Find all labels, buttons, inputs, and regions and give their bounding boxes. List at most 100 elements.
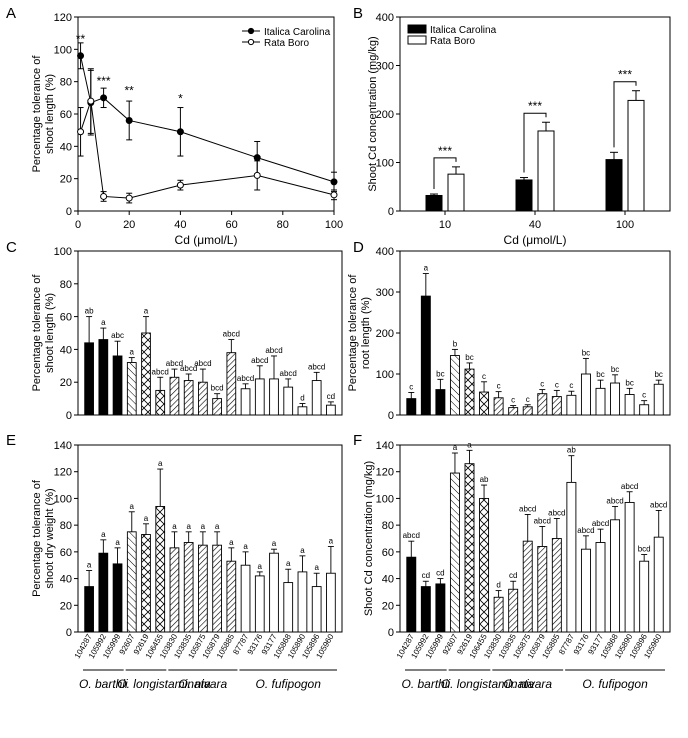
e-plot-frame bbox=[77, 444, 343, 633]
f-bar bbox=[449, 472, 460, 633]
d-bar bbox=[537, 393, 548, 416]
b-y-tick-label: 100 bbox=[376, 158, 394, 170]
c-bar bbox=[326, 404, 336, 416]
f-significance-letter: a bbox=[453, 443, 458, 452]
a-y-tick-label: 100 bbox=[54, 44, 72, 56]
d-y-tick-label: 100 bbox=[376, 369, 394, 381]
f-y-tick-label: 100 bbox=[376, 493, 394, 505]
f-bar bbox=[653, 536, 664, 633]
c-significance-letter: abc bbox=[111, 331, 124, 340]
d-bar bbox=[479, 391, 490, 416]
c-significance-letter: abcd bbox=[223, 330, 240, 339]
b-y-tick-label: 200 bbox=[376, 109, 394, 121]
d-bar bbox=[639, 404, 650, 416]
d-y-tick-label: 0 bbox=[388, 410, 394, 422]
f-significance-letter: cd bbox=[436, 569, 444, 578]
d-significance-letter: c bbox=[642, 391, 646, 400]
b-x-tick-label: 100 bbox=[616, 219, 634, 231]
c-significance-letter: a bbox=[144, 307, 149, 316]
d-bar bbox=[406, 398, 417, 416]
a-y-tick-label: 0 bbox=[66, 206, 72, 218]
c-bar bbox=[141, 332, 151, 416]
d-significance-letter: c bbox=[569, 381, 573, 390]
d-significance-letter: c bbox=[497, 382, 501, 391]
e-bar bbox=[212, 544, 222, 633]
f-bar bbox=[580, 548, 591, 633]
d-bar bbox=[551, 396, 562, 416]
e-y-tick-label: 120 bbox=[54, 467, 72, 479]
d-bar bbox=[464, 368, 475, 416]
f-species-label: O. fufipogon bbox=[582, 677, 648, 691]
d-bar bbox=[566, 394, 577, 416]
d-bar bbox=[508, 407, 519, 416]
c-significance-letter: a bbox=[130, 348, 135, 357]
a-x-axis-label: Cd (μmol/L) bbox=[175, 233, 238, 247]
c-bar bbox=[212, 398, 222, 416]
f-significance-letter: abcd bbox=[592, 519, 609, 528]
c-y-tick-label: 80 bbox=[60, 279, 72, 291]
f-bar bbox=[639, 560, 650, 633]
a-y-tick-label: 20 bbox=[60, 174, 72, 186]
f-bar bbox=[406, 556, 417, 633]
c-plot-frame bbox=[77, 250, 343, 416]
d-bar bbox=[435, 389, 446, 416]
d-significance-letter: c bbox=[555, 380, 559, 389]
d-significance-letter: c bbox=[511, 396, 515, 405]
f-significance-letter: abcd bbox=[548, 508, 565, 517]
a-significance-mark: * bbox=[178, 92, 183, 106]
panel-letter-f: F bbox=[353, 432, 362, 449]
a-y-tick-label: 60 bbox=[60, 109, 72, 121]
c-y-tick-label: 40 bbox=[60, 344, 72, 356]
e-significance-letter: a bbox=[144, 514, 149, 523]
b-y-axis-label: Shoot Cd concentration (mg/kg) bbox=[367, 36, 379, 191]
c-bar bbox=[240, 388, 251, 416]
a-x-tick-label: 0 bbox=[75, 219, 81, 231]
c-bar bbox=[269, 378, 279, 416]
c-significance-letter: ab bbox=[85, 307, 94, 316]
e-significance-letter: a bbox=[201, 522, 206, 531]
b-significance-mark: *** bbox=[438, 144, 452, 158]
e-bar bbox=[198, 544, 208, 633]
c-bar bbox=[297, 406, 308, 416]
d-bar bbox=[624, 394, 635, 416]
d-significance-letter: bc bbox=[596, 370, 604, 379]
d-y-tick-label: 400 bbox=[376, 246, 394, 258]
d-y-tick-label: 200 bbox=[376, 328, 394, 340]
d-bar bbox=[420, 295, 431, 416]
b-bar bbox=[515, 179, 533, 212]
f-bar bbox=[464, 463, 475, 633]
a-y-tick-label: 120 bbox=[54, 12, 72, 24]
e-significance-letter: a bbox=[186, 522, 191, 531]
c-bar bbox=[311, 380, 322, 416]
f-y-tick-label: 120 bbox=[376, 467, 394, 479]
d-significance-letter: c bbox=[409, 382, 413, 391]
e-significance-letter: a bbox=[172, 522, 177, 531]
b-x-axis-label: Cd (μmol/L) bbox=[504, 233, 567, 247]
e-bar bbox=[141, 534, 151, 633]
c-bar bbox=[226, 352, 237, 416]
b-legend-swatch-0 bbox=[407, 24, 427, 34]
d-bar bbox=[493, 397, 504, 416]
d-bar bbox=[610, 382, 621, 416]
a-point bbox=[77, 128, 85, 136]
f-bar bbox=[435, 583, 446, 633]
a-point bbox=[253, 171, 261, 179]
e-y-tick-label: 0 bbox=[66, 627, 72, 639]
f-significance-letter: d bbox=[496, 581, 500, 590]
f-bar bbox=[624, 501, 635, 633]
f-significance-letter: bcd bbox=[638, 545, 651, 554]
f-significance-letter: abcd bbox=[534, 516, 551, 525]
f-species-label: O. barthii bbox=[401, 677, 450, 691]
f-plot-frame bbox=[399, 444, 671, 633]
a-y-tick-label: 80 bbox=[60, 77, 72, 89]
e-y-tick-label: 60 bbox=[60, 547, 72, 559]
e-significance-letter: a bbox=[115, 538, 120, 547]
panel-letter-d: D bbox=[353, 239, 364, 256]
a-point bbox=[125, 116, 133, 124]
e-bar bbox=[84, 586, 94, 633]
f-bar bbox=[610, 519, 621, 633]
a-legend-label-1: Rata Boro bbox=[264, 38, 309, 49]
b-bar bbox=[605, 159, 623, 212]
f-y-tick-label: 80 bbox=[382, 520, 394, 532]
